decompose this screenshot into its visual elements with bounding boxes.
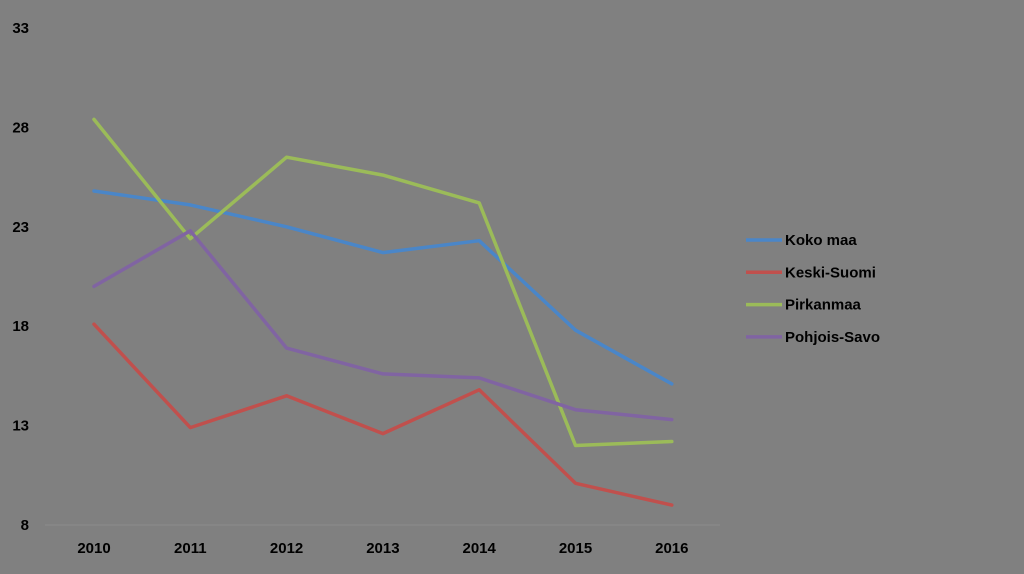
legend-label: Koko maa (785, 232, 857, 249)
x-axis-ticks: 2010 2011 2012 2013 2014 2015 2016 (77, 540, 688, 557)
y-tick-label: 8 (21, 517, 29, 534)
series-line-pirkanmaa (92, 117, 674, 448)
legend: Koko maa Keski-Suomi Pirkanmaa Pohjois-Savo (746, 232, 880, 346)
y-axis-ticks: 33 28 23 18 13 8 (12, 20, 29, 534)
legend-label: Keski-Suomi (785, 264, 876, 281)
y-tick-label: 13 (12, 418, 29, 435)
y-tick-label: 33 (12, 20, 29, 37)
x-tick-label: 2015 (559, 540, 592, 557)
x-tick-label: 2016 (655, 540, 688, 557)
x-tick-label: 2013 (366, 540, 399, 557)
series-line-keski-suomi (92, 322, 674, 507)
series-lines (92, 117, 674, 507)
x-tick-label: 2010 (77, 540, 110, 557)
y-tick-label: 18 (12, 318, 29, 335)
y-tick-label: 23 (12, 219, 29, 236)
series-line-pohjois-savo (92, 229, 674, 422)
legend-label: Pirkanmaa (785, 297, 862, 314)
x-tick-label: 2012 (270, 540, 303, 557)
x-tick-label: 2011 (174, 540, 207, 557)
x-tick-label: 2014 (463, 540, 497, 557)
legend-label: Pohjois-Savo (785, 329, 880, 346)
y-tick-label: 28 (12, 119, 29, 136)
series-line-koko-maa (92, 189, 674, 386)
